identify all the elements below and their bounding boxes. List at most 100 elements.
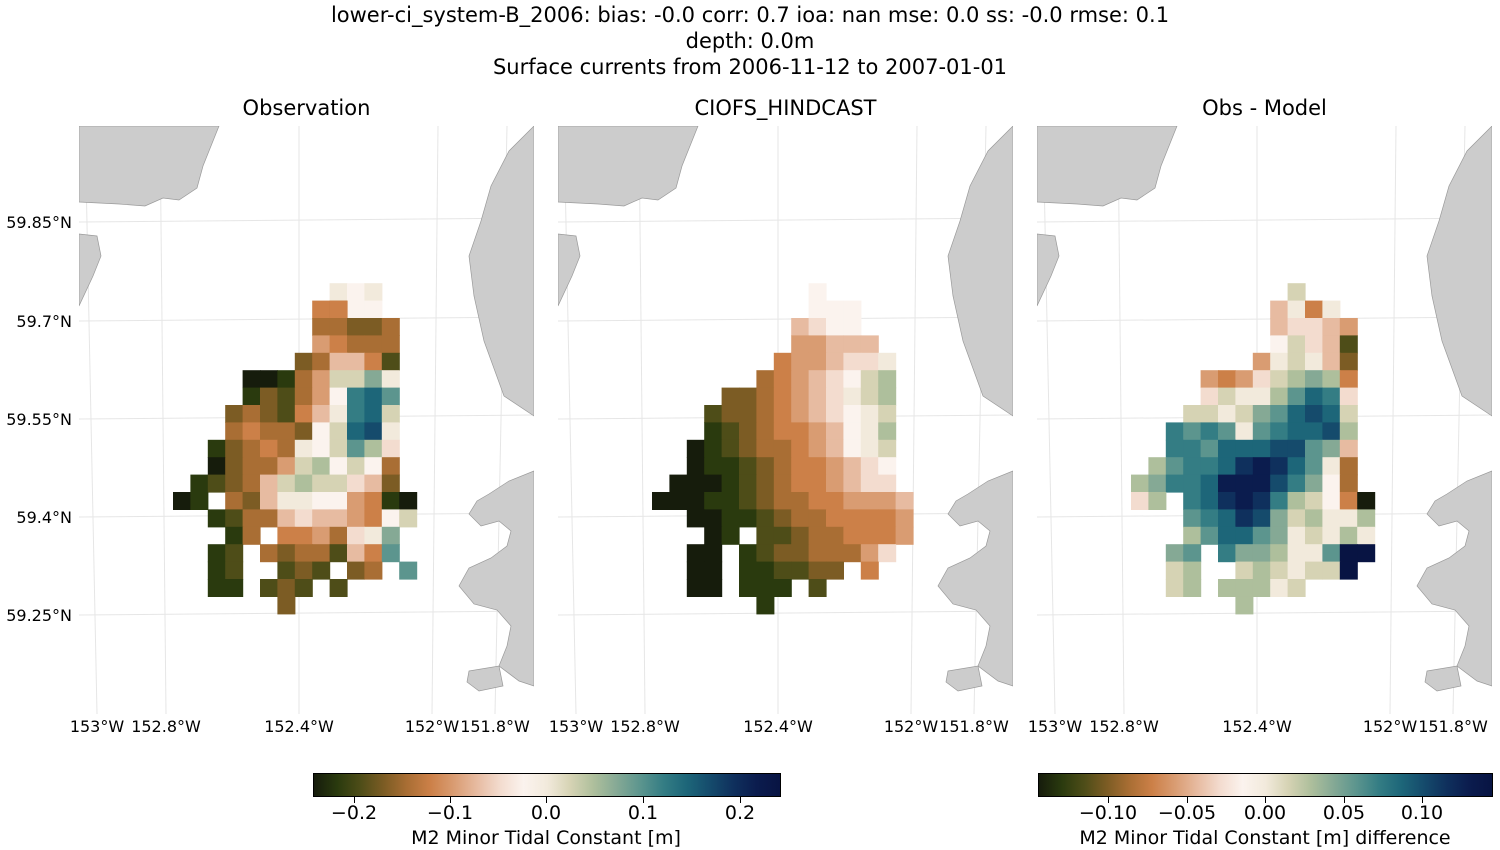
heatmap-cell bbox=[669, 492, 688, 510]
heatmap-cell bbox=[1305, 457, 1323, 476]
heatmap-cell bbox=[721, 405, 740, 423]
heatmap-cell bbox=[860, 405, 879, 423]
heatmap-cell bbox=[791, 526, 810, 545]
heatmap-cell bbox=[1183, 439, 1202, 458]
heatmap-cell bbox=[312, 526, 331, 545]
heatmap-cell bbox=[399, 509, 418, 528]
heatmap-cell bbox=[1322, 474, 1341, 493]
heatmap-cell bbox=[721, 387, 740, 406]
heatmap-cell bbox=[1322, 422, 1341, 441]
lon-label: 152°W bbox=[883, 717, 939, 736]
heatmap-cell bbox=[843, 509, 862, 528]
heatmap-cell bbox=[773, 405, 792, 423]
heatmap-cell bbox=[1165, 474, 1184, 493]
heatmap-cell bbox=[1305, 318, 1323, 336]
heatmap-cell bbox=[1339, 509, 1358, 528]
heatmap-cell bbox=[826, 526, 844, 545]
colorbar-tick bbox=[1422, 797, 1423, 803]
heatmap-cell bbox=[1322, 561, 1341, 580]
heatmap-cell bbox=[1339, 439, 1358, 458]
heatmap-cell bbox=[277, 492, 296, 510]
heatmap-cell bbox=[277, 439, 296, 458]
heatmap-cell bbox=[652, 492, 670, 510]
heatmap-cell bbox=[1252, 561, 1271, 580]
heatmap-cell bbox=[364, 474, 383, 493]
heatmap-cell bbox=[329, 387, 348, 406]
heatmap-cell bbox=[1148, 457, 1167, 476]
heatmap-cell bbox=[1183, 422, 1202, 441]
heatmap-cell bbox=[1339, 335, 1358, 354]
heatmap-cell bbox=[1218, 370, 1236, 389]
heatmap-cell bbox=[364, 335, 383, 354]
map-panel-observation bbox=[79, 126, 534, 714]
heatmap-cell bbox=[1322, 439, 1341, 458]
heatmap-cell bbox=[704, 439, 723, 458]
heatmap-cell bbox=[1165, 579, 1184, 597]
heatmap-cell bbox=[347, 335, 365, 354]
heatmap-cell bbox=[277, 526, 296, 545]
heatmap-cell bbox=[1339, 474, 1358, 493]
heatmap-cell bbox=[260, 492, 278, 510]
heatmap-cell bbox=[1339, 318, 1358, 336]
heatmap-cell bbox=[1305, 335, 1323, 354]
map-panel-model bbox=[558, 126, 1013, 714]
heatmap-cell bbox=[704, 474, 723, 493]
heatmap-cell bbox=[277, 579, 296, 597]
heatmap-cell bbox=[225, 544, 244, 563]
heatmap-cell bbox=[860, 544, 879, 563]
heatmap-cell bbox=[381, 492, 400, 510]
heatmap-cell bbox=[1200, 474, 1219, 493]
heatmap-cell bbox=[826, 318, 844, 336]
heatmap-cell bbox=[1322, 509, 1341, 528]
colorbar-tick-label: −0.2 bbox=[330, 802, 378, 824]
heatmap-cell bbox=[1252, 387, 1271, 406]
lon-label: 153°W bbox=[548, 717, 604, 736]
heatmap-cell bbox=[1287, 544, 1306, 563]
heatmap-cell bbox=[773, 492, 792, 510]
heatmap-cell bbox=[294, 422, 313, 441]
heatmap-cell bbox=[843, 457, 862, 476]
heatmap-cell bbox=[808, 474, 827, 493]
heatmap-cell bbox=[1287, 509, 1306, 528]
heatmap-cell bbox=[721, 457, 740, 476]
heatmap-cell bbox=[1183, 457, 1202, 476]
land-polygon bbox=[1426, 126, 1492, 417]
colorbar-tick-label: −0.1 bbox=[426, 802, 474, 824]
heatmap-cell bbox=[1252, 352, 1271, 371]
heatmap-cell bbox=[1305, 526, 1323, 545]
heatmap-cell bbox=[294, 370, 313, 389]
heatmap-cell bbox=[843, 405, 862, 423]
heatmap-cell bbox=[312, 405, 331, 423]
heatmap-cell bbox=[1287, 561, 1306, 580]
heatmap-cell bbox=[381, 370, 400, 389]
heatmap-cell bbox=[686, 509, 705, 528]
heatmap-cell bbox=[686, 457, 705, 476]
lon-label: 152.8°W bbox=[131, 717, 201, 736]
land-polygon bbox=[1037, 233, 1060, 307]
heatmap-cell bbox=[1165, 422, 1184, 441]
heatmap-cell bbox=[347, 387, 365, 406]
heatmap-cell bbox=[1270, 474, 1289, 493]
heatmap-cells bbox=[173, 283, 418, 615]
heatmap-cell bbox=[329, 283, 348, 302]
heatmap-cell bbox=[808, 422, 827, 441]
heatmap-cell bbox=[756, 579, 775, 597]
heatmap-cell bbox=[1235, 474, 1254, 493]
heatmap-cell bbox=[721, 422, 740, 441]
heatmap-cell bbox=[1305, 405, 1323, 423]
heatmap-cell bbox=[756, 474, 775, 493]
heatmap-cell bbox=[826, 335, 844, 354]
heatmap-cell bbox=[1322, 387, 1341, 406]
gridline-lat bbox=[79, 316, 534, 322]
heatmap-cell bbox=[808, 492, 827, 510]
heatmap-cell bbox=[808, 318, 827, 336]
gridline-lat bbox=[558, 610, 1013, 616]
heatmap-cell bbox=[1270, 387, 1289, 406]
heatmap-cell bbox=[277, 370, 296, 389]
heatmap-cell bbox=[808, 579, 827, 597]
heatmap-cell bbox=[860, 526, 879, 545]
gridline-lon bbox=[159, 126, 167, 714]
heatmap-cell bbox=[312, 300, 331, 319]
gridline-lat bbox=[79, 610, 534, 616]
heatmap-cell bbox=[826, 422, 844, 441]
